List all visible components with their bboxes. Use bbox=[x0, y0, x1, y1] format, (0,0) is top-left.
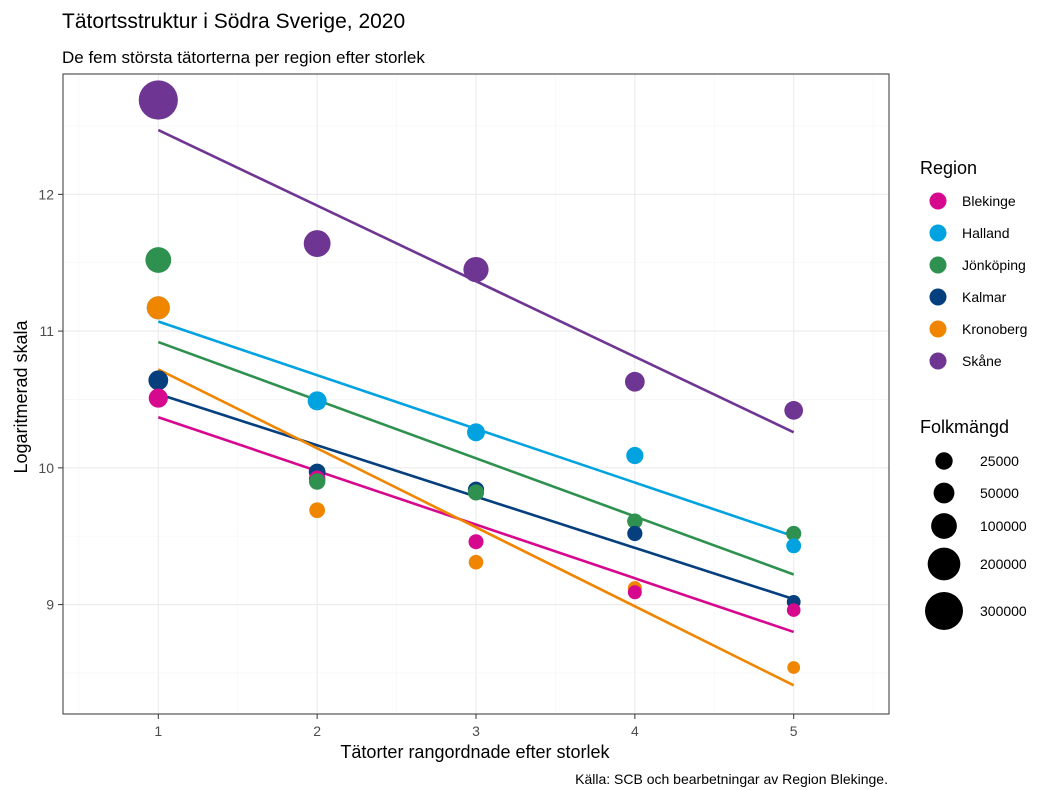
legend-label: Skåne bbox=[962, 353, 1002, 369]
chart-title: Tätortsstruktur i Södra Sverige, 2020 bbox=[62, 10, 405, 33]
data-point bbox=[787, 661, 801, 674]
data-point bbox=[467, 423, 485, 442]
y-tick-label: 9 bbox=[46, 597, 54, 613]
data-point bbox=[626, 446, 644, 465]
x-tick-label: 2 bbox=[313, 723, 321, 739]
data-points bbox=[138, 80, 804, 674]
trend-line bbox=[157, 368, 795, 687]
trend-line bbox=[157, 340, 795, 576]
legend-swatch bbox=[929, 224, 947, 242]
size-legend-swatch bbox=[933, 482, 955, 504]
data-point bbox=[468, 554, 484, 570]
x-tick-label: 3 bbox=[472, 723, 480, 739]
data-point bbox=[145, 247, 172, 273]
data-point bbox=[148, 370, 169, 391]
legend-swatch bbox=[929, 352, 947, 370]
data-point bbox=[309, 502, 326, 519]
legend-label: Jönköping bbox=[962, 257, 1026, 273]
data-point bbox=[627, 525, 643, 542]
legend-swatch bbox=[929, 256, 947, 274]
data-point bbox=[463, 256, 489, 283]
size-legend-swatch bbox=[931, 513, 957, 539]
data-point bbox=[786, 538, 802, 554]
legend-swatch bbox=[929, 288, 947, 306]
data-point bbox=[467, 484, 485, 501]
size-legend-label: 200000 bbox=[980, 556, 1027, 572]
x-tick-label: 1 bbox=[154, 723, 162, 739]
data-point bbox=[627, 513, 643, 529]
caption: Källa: SCB och bearbetningar av Region B… bbox=[575, 771, 888, 787]
data-point bbox=[786, 603, 801, 617]
legend-swatch bbox=[929, 192, 947, 210]
size-legend-swatch bbox=[927, 547, 961, 581]
size-legend-swatch bbox=[925, 592, 963, 630]
data-point bbox=[468, 534, 484, 550]
y-tick-label: 10 bbox=[38, 460, 54, 476]
color-legend: Blekinge Halland Jönköping Kalmar Kronoberg S… bbox=[929, 192, 1027, 370]
x-axis-title: Tätorter rangordnade efter storlek bbox=[340, 742, 610, 762]
data-point bbox=[148, 388, 168, 408]
y-axis-title: Logaritmerad skala bbox=[11, 319, 31, 473]
data-point bbox=[786, 525, 802, 542]
data-point bbox=[146, 296, 170, 320]
data-point bbox=[303, 230, 331, 257]
data-point bbox=[624, 371, 645, 392]
size-legend: 25000 50000 100000 200000 300000 bbox=[925, 452, 1027, 630]
legend-label: Kalmar bbox=[962, 289, 1007, 305]
size-legend-label: 25000 bbox=[980, 453, 1019, 469]
legend-label: Halland bbox=[962, 225, 1009, 241]
color-legend-title: Region bbox=[920, 158, 977, 178]
size-legend-label: 100000 bbox=[980, 518, 1027, 534]
data-point bbox=[784, 401, 804, 420]
legend-label: Blekinge bbox=[962, 193, 1016, 209]
data-point bbox=[307, 391, 327, 411]
size-legend-title: Folkmängd bbox=[920, 417, 1009, 437]
data-point bbox=[138, 80, 178, 120]
size-legend-swatch bbox=[935, 452, 953, 470]
legend-swatch bbox=[929, 320, 947, 338]
chart-subtitle: De fem största tätorterna per region eft… bbox=[62, 48, 425, 67]
data-point bbox=[627, 585, 642, 600]
x-tick-label: 4 bbox=[631, 723, 639, 739]
data-point bbox=[308, 473, 326, 490]
size-legend-label: 300000 bbox=[980, 603, 1027, 619]
y-tick-label: 12 bbox=[38, 186, 54, 202]
y-tick-label: 11 bbox=[39, 323, 54, 339]
x-tick-label: 5 bbox=[790, 723, 798, 739]
legend-label: Kronoberg bbox=[962, 321, 1027, 337]
size-legend-label: 50000 bbox=[980, 485, 1019, 501]
trend-line bbox=[157, 416, 795, 634]
